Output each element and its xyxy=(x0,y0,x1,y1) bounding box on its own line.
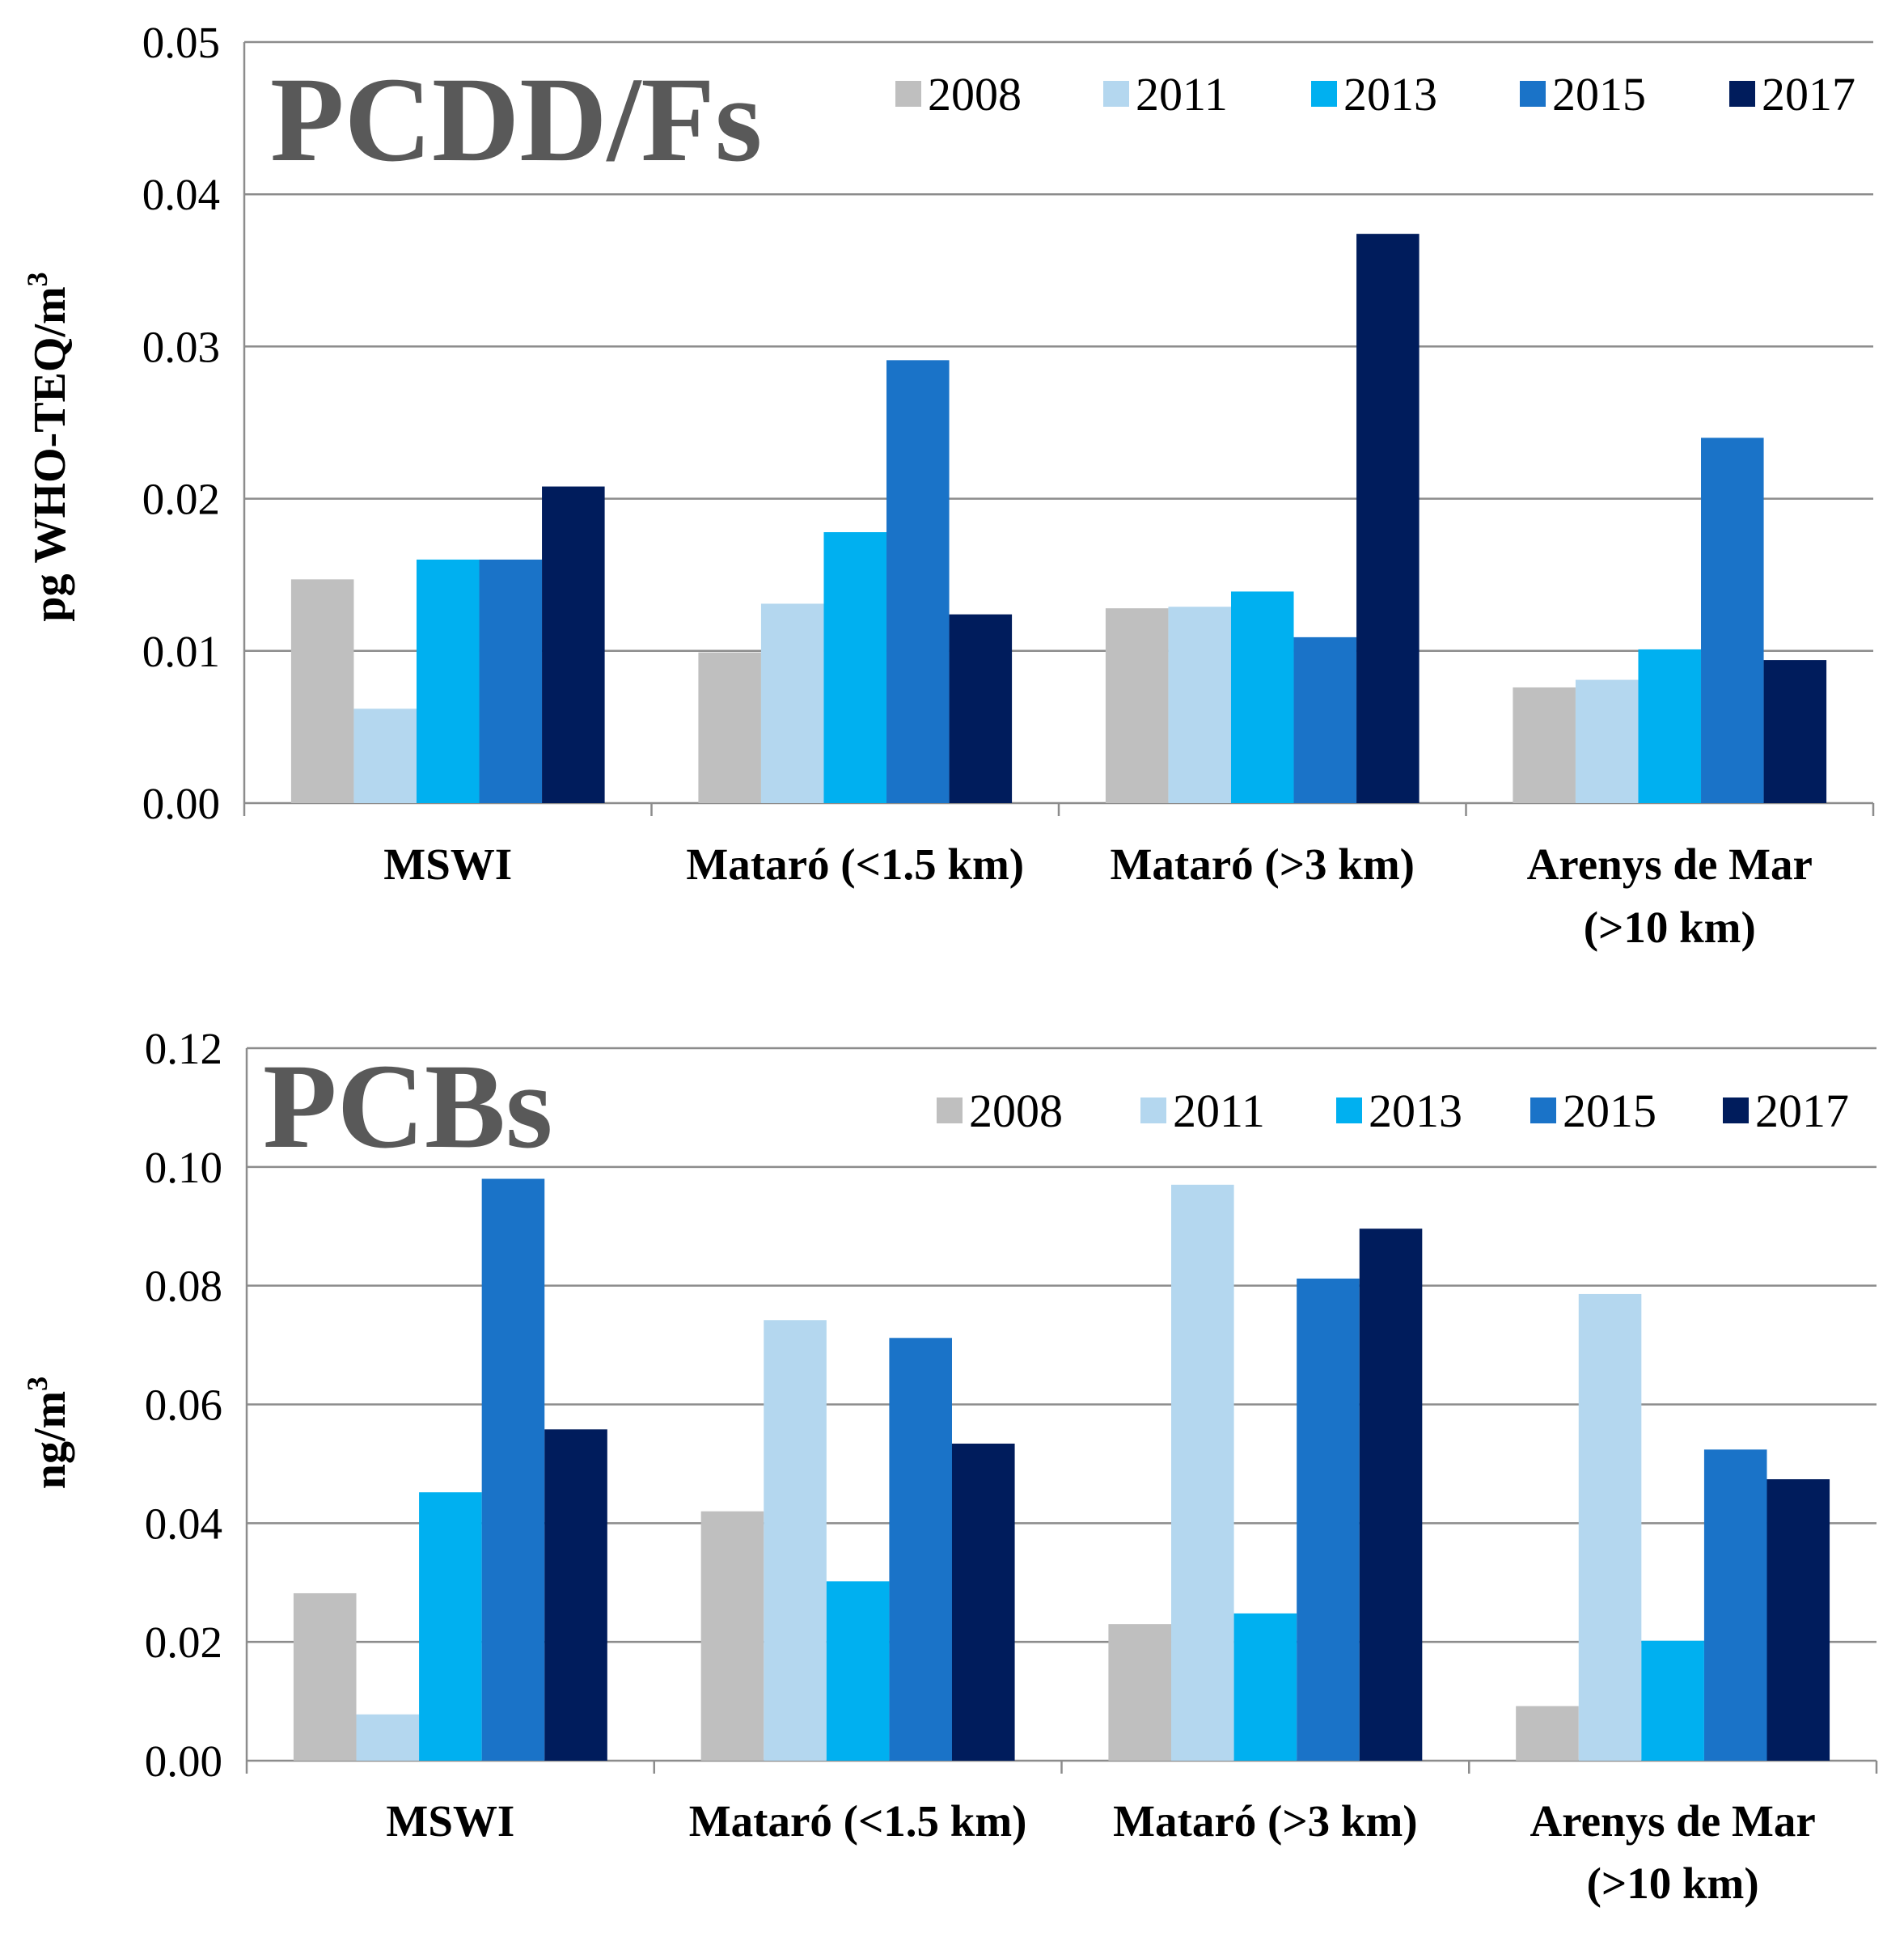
legend-swatch-2011 xyxy=(1103,81,1129,107)
bar-2008 xyxy=(698,652,761,803)
bar-2015 xyxy=(889,1338,952,1761)
legend-label-2017: 2017 xyxy=(1762,68,1855,121)
bar-2015 xyxy=(479,559,543,803)
y-tick-label: 0.02 xyxy=(142,475,220,524)
legend-swatch-2008 xyxy=(937,1097,963,1123)
legend-swatch-2013 xyxy=(1336,1097,1362,1123)
bar-2013 xyxy=(826,1581,890,1761)
bar-2013 xyxy=(1638,649,1702,803)
bar-2017 xyxy=(544,1429,607,1761)
bar-2011 xyxy=(1168,607,1231,803)
bar-2013 xyxy=(416,559,480,803)
legend-label-2015: 2015 xyxy=(1552,68,1646,121)
legend-label-2008: 2008 xyxy=(928,68,1022,121)
bar-2013 xyxy=(1233,1613,1297,1761)
y-tick-label: 0.00 xyxy=(145,1736,222,1786)
bar-2015 xyxy=(1703,1449,1767,1761)
bar-2017 xyxy=(1356,234,1420,804)
bar-2011 xyxy=(760,603,824,803)
bar-2017 xyxy=(1766,1479,1830,1761)
legend-label-2011: 2011 xyxy=(1173,1085,1265,1137)
y-tick-label: 0.02 xyxy=(145,1618,222,1667)
bar-2011 xyxy=(1578,1293,1642,1761)
legend-label-2011: 2011 xyxy=(1136,68,1228,121)
bar-2013 xyxy=(419,1492,482,1761)
bar-2017 xyxy=(1763,660,1827,803)
category-label: Mataró (>3 km) xyxy=(1113,1796,1418,1846)
bar-2011 xyxy=(764,1320,827,1761)
y-axis-label: pg WHO-TEQ/m3 xyxy=(21,272,75,621)
legend-swatch-2008 xyxy=(895,81,921,107)
category-label-line2: (>10 km) xyxy=(1587,1859,1759,1908)
bar-2008 xyxy=(1105,608,1169,803)
panel-title: PCDD/Fs xyxy=(270,53,762,187)
legend-swatch-2013 xyxy=(1311,81,1337,107)
bar-2008 xyxy=(1513,687,1576,803)
bar-2008 xyxy=(700,1511,764,1761)
y-tick-label: 0.03 xyxy=(142,322,220,371)
legend-swatch-2017 xyxy=(1723,1097,1749,1123)
bar-2017 xyxy=(1359,1229,1423,1761)
y-tick-label: 0.05 xyxy=(142,18,220,67)
bar-2008 xyxy=(290,579,354,803)
legend-swatch-2015 xyxy=(1530,1097,1556,1123)
bar-2008 xyxy=(1516,1706,1579,1761)
bar-2008 xyxy=(1108,1624,1172,1761)
y-tick-label: 0.01 xyxy=(142,627,220,676)
bar-2013 xyxy=(1230,591,1294,803)
legend-swatch-2015 xyxy=(1520,81,1546,107)
category-label: MSWI xyxy=(386,1796,514,1846)
legend: 2008 2011 2013 2015 2017 xyxy=(937,1085,1849,1137)
category-label: Mataró (<1.5 km) xyxy=(689,1796,1027,1846)
panel-title: PCBs xyxy=(263,1039,552,1174)
legend-swatch-2017 xyxy=(1729,81,1755,107)
legend-label-2017: 2017 xyxy=(1755,1085,1849,1137)
category-label: Arenys de Mar xyxy=(1530,1796,1815,1846)
category-label: Arenys de Mar xyxy=(1527,840,1813,889)
y-tick-label: 0.00 xyxy=(142,779,220,828)
bar-2013 xyxy=(1641,1640,1704,1761)
bar-2011 xyxy=(353,708,417,803)
bar-2011 xyxy=(1171,1184,1234,1761)
y-tick-label: 0.06 xyxy=(145,1381,222,1430)
bar-2017 xyxy=(951,1443,1015,1761)
bar-2017 xyxy=(542,486,605,803)
y-tick-label: 0.08 xyxy=(145,1262,222,1311)
bar-2011 xyxy=(356,1714,420,1761)
y-tick-label: 0.04 xyxy=(142,170,220,219)
bar-2013 xyxy=(823,532,887,803)
pcbs-chart: 0.00 0.02 0.04 0.06 0.08 0.10 0.12 MSWI Mataró (… xyxy=(21,1024,1878,1908)
bar-2011 xyxy=(1575,679,1639,803)
category-label: Mataró (<1.5 km) xyxy=(686,840,1024,889)
bar-2008 xyxy=(293,1592,357,1761)
bar-2015 xyxy=(886,360,950,803)
legend: 2008 2011 2013 2015 2017 xyxy=(895,68,1855,121)
y-axis-label: ng/m3 xyxy=(21,1377,75,1489)
bar-2017 xyxy=(949,614,1013,803)
bar-2015 xyxy=(481,1178,545,1761)
y-tick-label: 0.04 xyxy=(145,1499,222,1548)
pcddfs-chart: 0.00 0.01 0.02 0.03 0.04 0.05 MSWI Mataró (<1.5… xyxy=(21,18,1875,952)
y-tick-label: 0.10 xyxy=(145,1143,222,1192)
legend-label-2015: 2015 xyxy=(1563,1085,1656,1137)
category-label-line2: (>10 km) xyxy=(1584,903,1756,952)
bar-2015 xyxy=(1297,1278,1360,1761)
category-label: Mataró (>3 km) xyxy=(1110,840,1415,889)
legend-label-2008: 2008 xyxy=(969,1085,1063,1137)
bar-2015 xyxy=(1293,637,1357,803)
category-label: MSWI xyxy=(383,840,512,889)
legend-label-2013: 2013 xyxy=(1369,1085,1462,1137)
legend-swatch-2011 xyxy=(1140,1097,1166,1123)
bar-2015 xyxy=(1701,438,1764,803)
y-tick-label: 0.12 xyxy=(145,1024,222,1073)
legend-label-2013: 2013 xyxy=(1343,68,1437,121)
